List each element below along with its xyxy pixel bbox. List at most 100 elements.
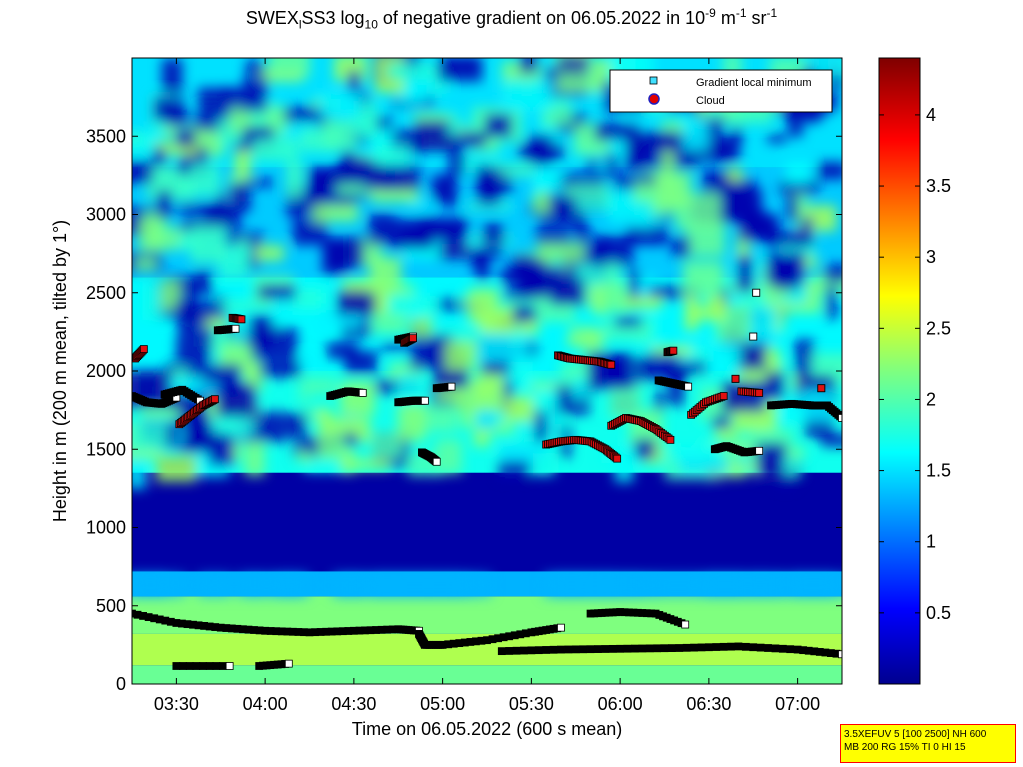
gradient-minimum-marker	[199, 662, 207, 670]
cloud-marker	[607, 360, 616, 369]
gradient-minimum-marker	[690, 643, 698, 652]
texture-patch	[284, 412, 307, 438]
texture-patch	[327, 236, 365, 269]
texture-patch	[489, 164, 535, 177]
texture-patch	[425, 574, 474, 597]
colorbar-tick-label: 1	[926, 532, 936, 552]
cloud-marker	[210, 395, 219, 404]
gradient-minimum-marker	[557, 645, 565, 654]
texture-patch	[381, 342, 408, 352]
texture-patch	[519, 58, 538, 74]
gradient-minimum-marker	[549, 645, 558, 654]
texture-patch	[802, 574, 842, 597]
texture-patch	[543, 574, 571, 597]
colorbar-tick-label: 2.5	[926, 318, 951, 338]
texture-patch	[161, 58, 183, 95]
heatmap-band	[132, 472, 842, 572]
texture-patch	[249, 574, 295, 597]
texture-patch	[707, 574, 766, 597]
texture-patch	[536, 243, 585, 261]
texture-patch	[336, 290, 377, 316]
texture-patch	[368, 213, 394, 246]
texture-patch	[679, 457, 729, 473]
legend-entry-cloud: Cloud	[696, 95, 725, 107]
texture-patch	[609, 385, 642, 419]
texture-patch	[303, 406, 323, 423]
gradient-minimum-marker	[712, 643, 721, 651]
y-tick-label: 0	[116, 674, 126, 694]
gradient-minimum-marker	[534, 646, 543, 655]
texture-patch	[364, 172, 399, 190]
texture-patch	[174, 129, 196, 147]
colorbar: 0.5 1 1.5 2 2.5 3 3.5 4	[878, 57, 951, 685]
texture-patch	[371, 431, 402, 458]
gradient-minimum-marker	[542, 646, 551, 654]
y-tick-label: 1500	[86, 439, 126, 459]
gradient-minimum-marker	[638, 644, 647, 653]
gradient-minimum-marker	[752, 288, 761, 297]
gradient-minimum-marker	[564, 645, 573, 654]
gradient-minimum-marker	[505, 647, 514, 655]
texture-patch	[132, 574, 158, 597]
texture-patch	[825, 286, 838, 319]
texture-patch	[248, 315, 273, 348]
texture-patch	[410, 318, 433, 337]
gradient-minimum-marker	[697, 643, 706, 652]
texture-patch	[606, 263, 618, 298]
texture-patch	[318, 92, 361, 116]
texture-patch	[765, 371, 785, 400]
cloud-marker	[719, 392, 728, 400]
x-axis: 03:30 04:00 04:30 05:00 05:30 06:00 06:30 07:00	[154, 58, 820, 714]
gradient-minimum-marker	[420, 396, 429, 405]
gradient-minimum-marker	[284, 659, 293, 668]
gradient-minimum-marker	[838, 414, 842, 422]
texture-patch	[388, 295, 436, 318]
texture-patch	[317, 432, 345, 460]
gradient-minimum-marker	[682, 643, 691, 652]
texture-patch	[783, 456, 801, 475]
legend-circle-marker	[648, 93, 660, 105]
gradient-minimum-marker	[527, 646, 536, 655]
texture-patch	[340, 381, 375, 416]
texture-patch	[242, 76, 268, 113]
y-tick-label: 1000	[86, 518, 126, 538]
gradient-minimum-marker	[586, 645, 595, 654]
gradient-minimum-marker	[734, 642, 743, 651]
texture-patch	[304, 377, 337, 395]
texture-patch	[253, 138, 299, 161]
texture-patch	[654, 392, 665, 411]
colorbar-gradient	[878, 57, 921, 685]
colorbar-tick-label: 3.5	[926, 176, 951, 196]
texture-patch	[525, 268, 562, 295]
chart-title: SWEXlSS3 log10 of negative gradient on 0…	[245, 6, 778, 32]
x-tick-label: 05:30	[509, 694, 554, 714]
texture-patch	[594, 122, 640, 141]
texture-patch	[139, 218, 163, 251]
texture-patch	[165, 109, 189, 126]
texture-patch	[189, 414, 211, 438]
texture-patch	[600, 282, 628, 313]
gradient-minimum-marker	[601, 645, 610, 653]
texture-patch	[533, 192, 550, 214]
x-tick-label: 03:30	[154, 694, 199, 714]
gradient-minimum-marker	[764, 644, 772, 652]
texture-patch	[615, 316, 642, 328]
texture-patch	[662, 148, 674, 176]
gradient-minimum-marker	[192, 662, 201, 670]
texture-patch	[728, 168, 743, 182]
texture-patch	[629, 269, 640, 307]
texture-patch	[408, 199, 430, 209]
x-tick-label: 04:30	[331, 694, 376, 714]
gradient-minimum-marker	[432, 457, 441, 466]
texture-patch	[337, 183, 372, 196]
texture-patch	[484, 113, 512, 138]
texture-patch	[751, 215, 774, 237]
gradient-minimum-marker	[645, 644, 654, 653]
texture-patch	[175, 301, 219, 318]
gradient-minimum-marker	[594, 645, 602, 653]
texture-patch	[190, 225, 225, 263]
texture-patch	[595, 574, 646, 597]
gradient-minimum-marker	[520, 646, 528, 655]
texture-patch	[610, 201, 653, 225]
